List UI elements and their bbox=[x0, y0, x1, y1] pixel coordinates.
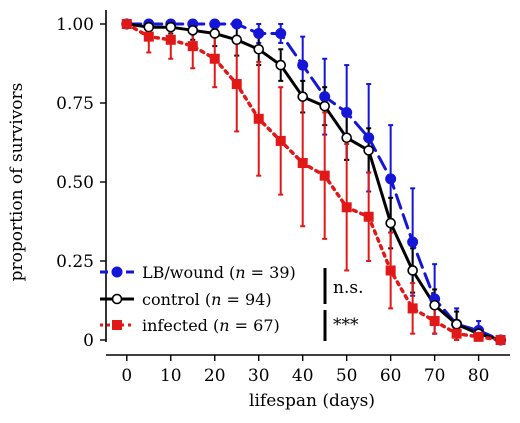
data-point bbox=[165, 21, 177, 33]
x-axis-title: lifespan (days) bbox=[249, 391, 375, 411]
data-point bbox=[363, 211, 374, 222]
data-point bbox=[253, 113, 264, 124]
legend-marker bbox=[112, 320, 122, 330]
data-point bbox=[407, 236, 419, 248]
data-point bbox=[429, 316, 440, 327]
y-tick-label: 0.25 bbox=[56, 252, 94, 272]
data-point bbox=[341, 132, 352, 144]
data-point bbox=[187, 41, 198, 52]
data-point bbox=[495, 335, 506, 345]
data-point bbox=[385, 173, 397, 185]
data-point bbox=[231, 79, 242, 90]
data-point bbox=[209, 18, 221, 30]
data-point bbox=[275, 59, 287, 71]
data-point bbox=[297, 59, 309, 71]
data-point bbox=[253, 43, 265, 55]
data-point bbox=[253, 27, 265, 39]
x-tick-label: 60 bbox=[380, 366, 402, 386]
data-point bbox=[429, 299, 440, 311]
data-point bbox=[341, 202, 352, 213]
data-point bbox=[407, 303, 418, 314]
data-point bbox=[121, 19, 132, 29]
data-point bbox=[341, 106, 353, 118]
legend-marker bbox=[111, 266, 123, 278]
x-tick-label: 50 bbox=[336, 366, 358, 386]
data-point bbox=[209, 53, 220, 64]
data-point bbox=[143, 31, 154, 42]
sig-label-stars: *** bbox=[333, 315, 359, 335]
y-axis-title: proportion of survivors bbox=[7, 83, 27, 282]
data-point bbox=[143, 21, 155, 33]
data-point bbox=[451, 318, 462, 330]
data-point bbox=[363, 145, 374, 156]
data-point bbox=[187, 25, 199, 36]
data-point bbox=[209, 28, 221, 39]
series-points-layer bbox=[121, 18, 507, 346]
data-point bbox=[319, 170, 330, 181]
x-tick-label: 0 bbox=[121, 366, 132, 386]
data-point bbox=[319, 91, 331, 103]
y-tick-label: 0.50 bbox=[56, 173, 94, 193]
axes-layer: 0 0.25 0.50 0.75 1.00 0 10 20 30 40 50 60 70 80 bbox=[56, 10, 510, 386]
data-point bbox=[297, 158, 308, 169]
data-point bbox=[473, 331, 484, 342]
data-point bbox=[275, 27, 287, 39]
legend-label: LB/wound (n = 39) bbox=[142, 263, 296, 282]
data-point bbox=[363, 132, 375, 144]
data-point bbox=[275, 135, 286, 146]
y-tick-label: 0.75 bbox=[56, 94, 94, 114]
data-point bbox=[319, 100, 330, 112]
data-point bbox=[231, 34, 243, 46]
legend-marker bbox=[111, 293, 123, 305]
data-point bbox=[165, 34, 176, 45]
data-point bbox=[451, 328, 462, 339]
data-point bbox=[385, 265, 396, 276]
x-tick-label: 20 bbox=[204, 366, 226, 386]
data-point bbox=[385, 217, 396, 229]
x-tick-label: 30 bbox=[248, 366, 270, 386]
y-tick-label: 1.00 bbox=[56, 15, 94, 35]
x-tick-label: 70 bbox=[424, 366, 446, 386]
x-tick-label: 40 bbox=[292, 366, 314, 386]
data-point bbox=[407, 265, 418, 276]
sig-label-ns: n.s. bbox=[333, 278, 363, 298]
data-point bbox=[297, 91, 309, 102]
data-point bbox=[231, 18, 243, 30]
x-tick-label: 80 bbox=[468, 366, 490, 386]
legend-label: control (n = 94) bbox=[142, 290, 272, 309]
legend-label: infected (n = 67) bbox=[142, 316, 280, 335]
significance-annotations: n.s. *** bbox=[323, 268, 363, 341]
legend: LB/wound (n = 39) control (n = 94) infecte… bbox=[100, 263, 296, 335]
y-tick-label: 0 bbox=[83, 331, 94, 351]
x-tick-label: 10 bbox=[160, 366, 182, 386]
